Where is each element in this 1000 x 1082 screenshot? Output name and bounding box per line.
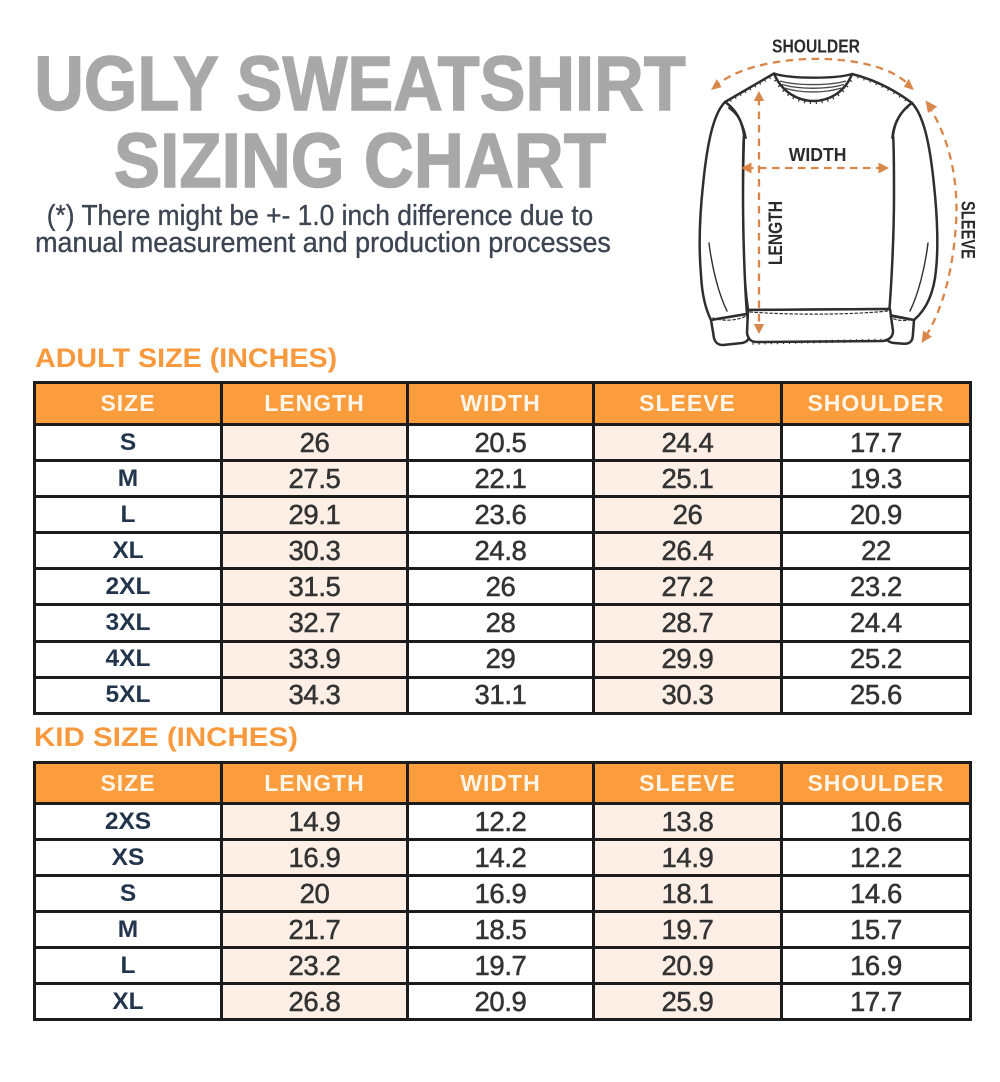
svg-text:SHOULDER: SHOULDER (772, 36, 860, 57)
svg-text:SLEEVE: SLEEVE (957, 201, 978, 259)
svg-text:LENGTH: LENGTH (766, 201, 787, 265)
svg-text:WIDTH: WIDTH (789, 144, 847, 165)
